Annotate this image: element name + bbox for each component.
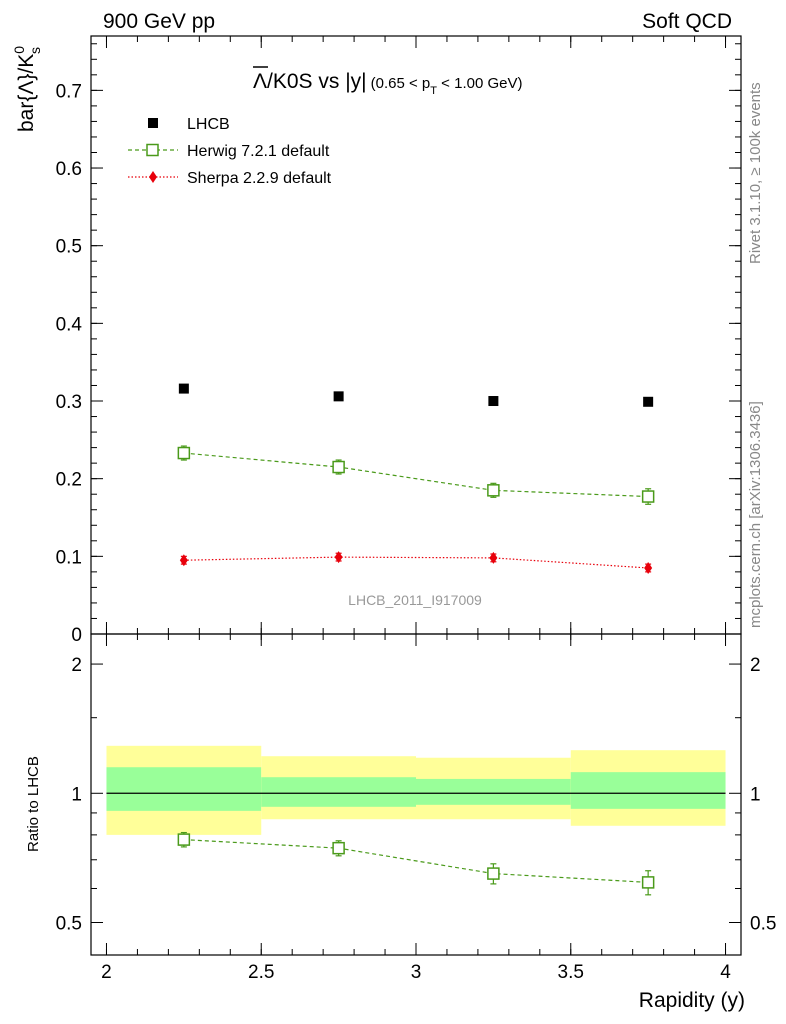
x-tick-label: 3.5 bbox=[558, 962, 584, 983]
ratio-y-tick-label-right: 2 bbox=[750, 655, 761, 676]
ratio-band-inner bbox=[416, 778, 571, 805]
main-ylabel: bar{Λ}/K0s bbox=[11, 46, 43, 132]
legend-marker-sherpa bbox=[149, 171, 157, 183]
ratio-bands bbox=[106, 745, 726, 835]
ratio-band-inner bbox=[261, 777, 416, 807]
main-y-tick-label: 0.2 bbox=[56, 470, 82, 491]
plot-title: Λ/K0S vs |y| (0.65 < pT < 1.00 GeV) bbox=[253, 70, 522, 97]
main-y-tick-label: 0.1 bbox=[56, 547, 82, 568]
main-y-tick-label: 0 bbox=[71, 625, 82, 646]
ratio-y-ticks: 0.5 0.5 1 1 2 2 bbox=[56, 655, 777, 934]
data-point-herwig bbox=[641, 876, 655, 889]
header-left: 900 GeV pp bbox=[103, 10, 215, 33]
legend-label-lhcb: LHCB bbox=[187, 116, 230, 133]
data-point-herwig bbox=[641, 490, 655, 503]
data-point-sherpa bbox=[489, 551, 498, 564]
main-ylabel-sup: 0 bbox=[11, 46, 27, 54]
ratio-y-tick-label-right: 1 bbox=[750, 784, 761, 805]
x-ticks: 2 2.5 3 3.5 4 bbox=[101, 36, 731, 983]
x-axis-label: Rapidity (y) bbox=[639, 989, 745, 1012]
ratio-band-inner bbox=[106, 767, 262, 811]
title-cut-sub: T bbox=[430, 85, 437, 97]
rivet-label: Rivet 3.1.10, ≥ 100k events bbox=[747, 82, 764, 264]
ratio-y-tick-label: 0.5 bbox=[56, 913, 82, 934]
legend-label-herwig: Herwig 7.2.1 default bbox=[187, 143, 330, 160]
data-point-sherpa bbox=[644, 561, 653, 574]
mcplots-label: mcplots.cern.ch [arXiv:1306.3436] bbox=[747, 401, 764, 628]
series-line bbox=[183, 556, 649, 569]
main-y-tick-label: 0.7 bbox=[56, 81, 82, 102]
data-point-sherpa bbox=[334, 551, 343, 564]
legend-marker-lhcb bbox=[148, 118, 158, 128]
analysis-watermark: LHCB_2011_I917009 bbox=[348, 592, 482, 608]
main-y-tick-label: 0.6 bbox=[56, 159, 82, 180]
data-point-lhcb bbox=[333, 391, 344, 402]
ratio-ylabel: Ratio to LHCB bbox=[25, 756, 42, 852]
data-point-herwig bbox=[487, 484, 500, 497]
data-point-sherpa bbox=[179, 554, 188, 567]
title-cut-end: < 1.00 GeV) bbox=[437, 75, 522, 92]
data-point-herwig bbox=[332, 841, 345, 855]
ratio-series bbox=[177, 831, 655, 896]
data-point-lhcb bbox=[643, 396, 654, 407]
x-tick-label: 3 bbox=[411, 962, 422, 983]
data-point-herwig bbox=[332, 460, 345, 474]
title-cut: (0.65 < p bbox=[371, 75, 431, 92]
main-ylabel-text: bar{Λ}/K bbox=[15, 54, 38, 132]
header-right: Soft QCD bbox=[642, 10, 732, 33]
ratio-band-inner bbox=[570, 772, 726, 809]
main-y-tick-label: 0.3 bbox=[56, 392, 82, 413]
series-line bbox=[183, 452, 649, 498]
data-point-herwig bbox=[177, 833, 191, 846]
x-tick-label: 4 bbox=[720, 962, 731, 983]
data-point-lhcb bbox=[488, 396, 499, 407]
series-line bbox=[183, 838, 649, 883]
legend-marker-herwig bbox=[146, 143, 159, 157]
ratio-y-tick-label-right: 0.5 bbox=[750, 913, 776, 934]
x-tick-label: 2.5 bbox=[248, 962, 274, 983]
data-point-herwig bbox=[177, 446, 191, 460]
data-point-lhcb bbox=[178, 383, 189, 394]
main-y-ticks: 0 0.1 0.2 0.3 0.4 0.5 0.6 0.7 bbox=[56, 43, 741, 646]
ratio-y-tick-label: 2 bbox=[71, 655, 82, 676]
data-point-herwig bbox=[487, 867, 500, 880]
main-y-tick-label: 0.4 bbox=[56, 314, 83, 335]
x-tick-label: 2 bbox=[101, 962, 112, 983]
main-series bbox=[177, 383, 655, 574]
title-main: Λ/K0S vs |y| bbox=[253, 70, 367, 93]
ratio-y-tick-label: 1 bbox=[71, 784, 82, 805]
legend: LHCB Herwig 7.2.1 default Sherpa 2.2.9 d… bbox=[128, 116, 332, 187]
main-ylabel-sub: s bbox=[27, 47, 43, 54]
main-y-tick-label: 0.5 bbox=[56, 237, 82, 258]
legend-label-sherpa: Sherpa 2.2.9 default bbox=[187, 170, 332, 187]
